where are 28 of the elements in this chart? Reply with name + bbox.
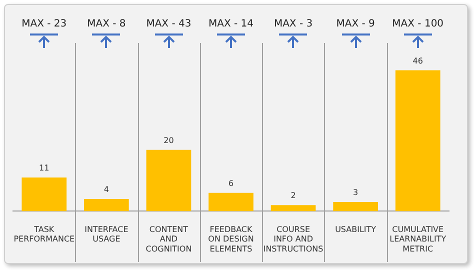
annotation: MAX - 8 [87, 18, 126, 30]
bar [84, 198, 129, 212]
data-label: 46 [412, 56, 423, 66]
data-label: 6 [228, 178, 234, 188]
bar [333, 202, 378, 212]
data-label: 20 [164, 136, 174, 145]
annotation: MAX - 14 [208, 18, 254, 30]
bar [208, 192, 254, 212]
x-tick-label: COURSE INFO AND INSTRUCTIONS [263, 225, 324, 254]
x-tick-label: USABILITY [335, 225, 376, 234]
annotation: MAX - 3 [274, 18, 313, 30]
x-tick-label: FEEDBACK ON DESIGN ELEMENTS [208, 225, 254, 254]
bar [146, 150, 192, 212]
bar [270, 205, 316, 212]
data-label: 2 [290, 191, 296, 200]
bar [395, 70, 440, 212]
data-label: 3 [353, 188, 358, 198]
annotation: MAX - 23 [22, 18, 67, 30]
x-tick-label: CONTENT AND COGNITION [146, 225, 192, 254]
annotation: MAX - 100 [392, 18, 444, 30]
annotation: MAX - 9 [336, 18, 375, 30]
x-tick-label: INTERFACE USAGE [84, 225, 128, 244]
annotation: MAX - 43 [146, 18, 192, 30]
data-label: 4 [104, 185, 109, 194]
data-label: 11 [39, 164, 50, 173]
x-tick-label: TASK PERFORMANCE [14, 225, 75, 244]
x-tick-label: CUMULATIVE LEARNABILITY METRIC [390, 225, 446, 254]
bar [22, 177, 67, 212]
